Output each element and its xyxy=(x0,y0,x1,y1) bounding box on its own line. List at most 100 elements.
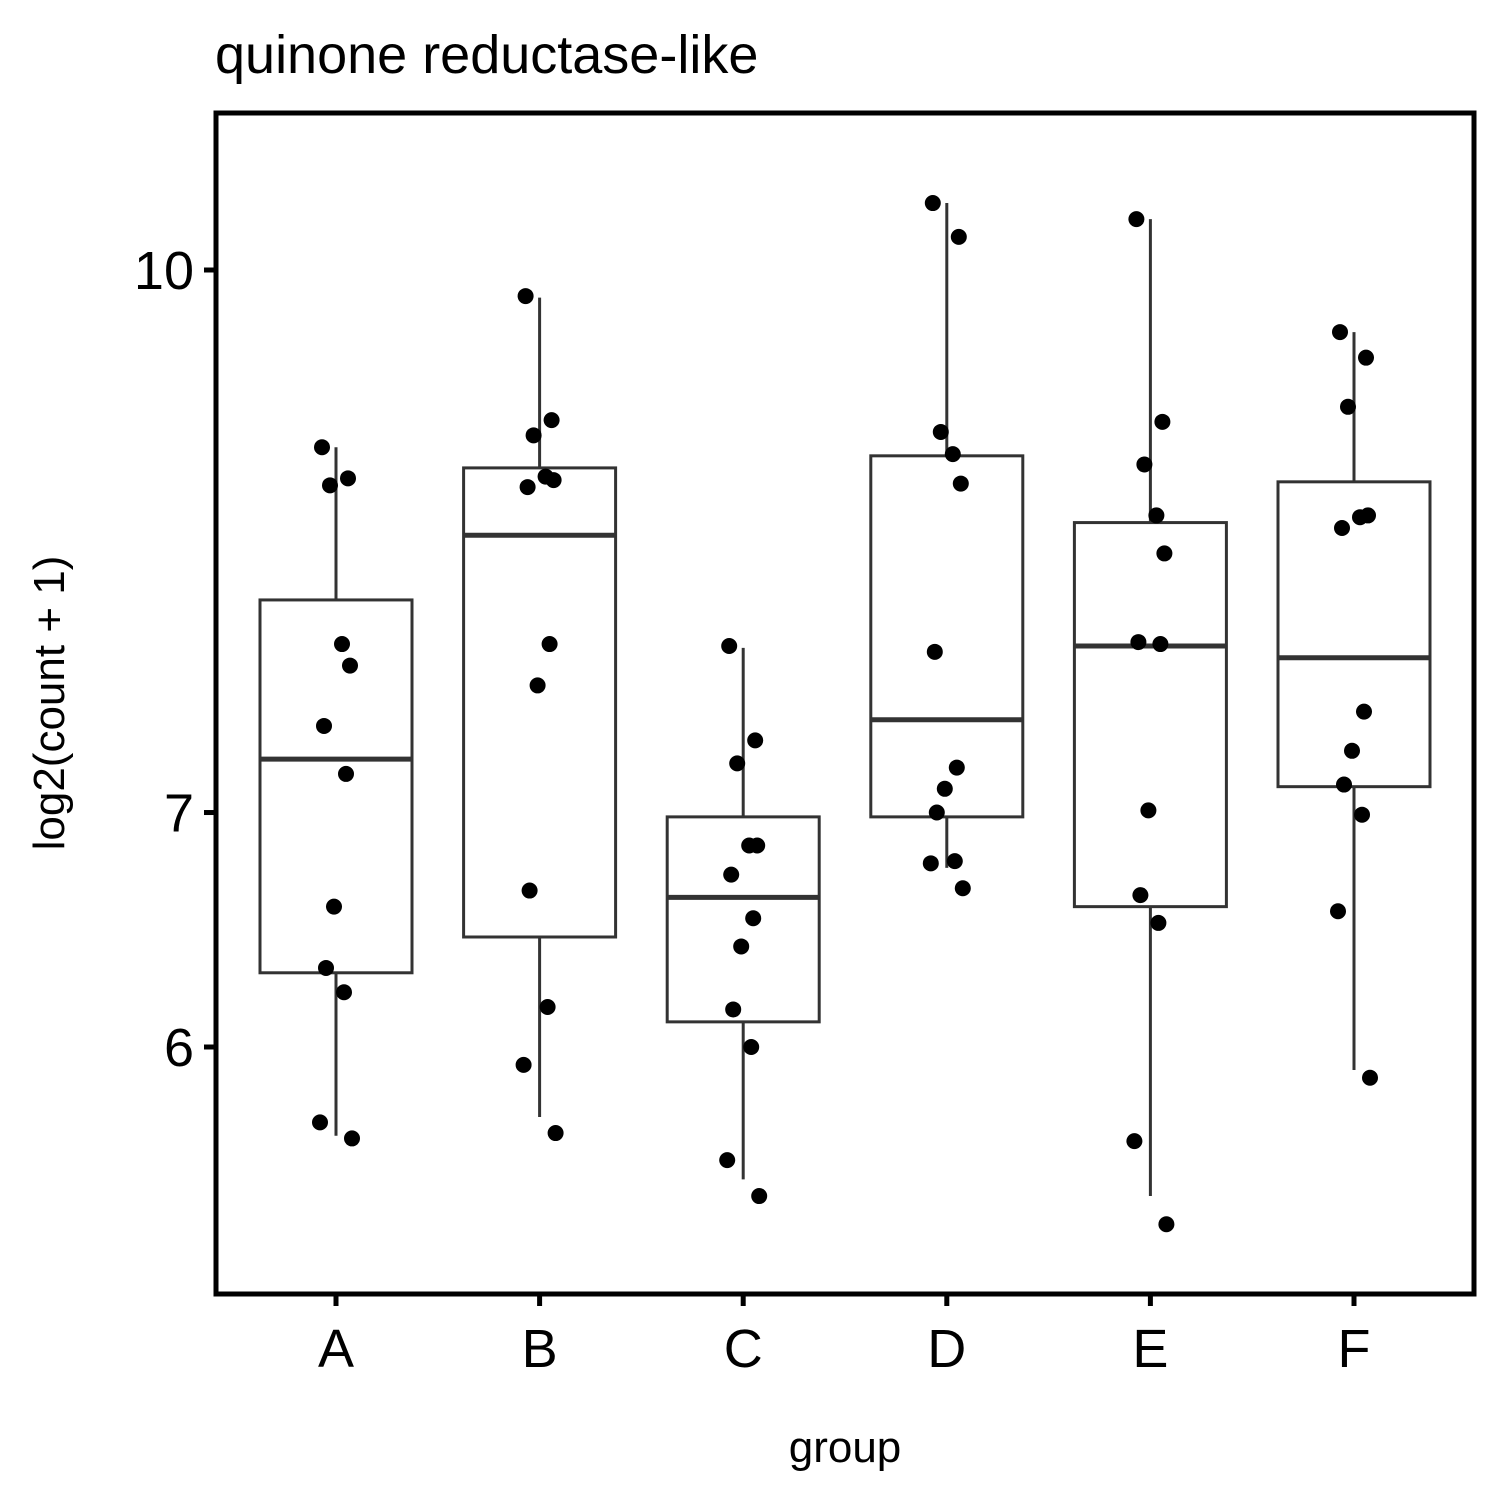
data-point xyxy=(547,1125,564,1142)
data-point xyxy=(314,439,330,456)
iqr-box xyxy=(1072,521,1228,909)
data-point xyxy=(517,288,534,305)
y-axis: 6 7 10 xyxy=(134,241,216,1078)
data-point xyxy=(950,228,967,245)
data-point xyxy=(926,643,943,660)
data-point xyxy=(1150,914,1167,931)
data-point xyxy=(1132,887,1149,904)
y-axis-title: log2(count + 1) xyxy=(25,556,74,851)
data-point xyxy=(1356,703,1372,720)
data-point xyxy=(1360,507,1376,524)
data-point xyxy=(521,882,538,899)
data-point xyxy=(515,1056,532,1073)
data-point xyxy=(543,412,560,429)
points-group-a xyxy=(312,439,360,1147)
data-point xyxy=(529,677,546,694)
iqr-box xyxy=(462,466,618,939)
x-tick-label: B xyxy=(522,1319,558,1379)
data-point xyxy=(344,1130,360,1147)
data-point xyxy=(922,855,939,872)
data-point xyxy=(318,959,334,976)
data-point xyxy=(751,1188,768,1205)
data-point xyxy=(545,472,562,489)
data-point xyxy=(1332,324,1348,341)
box-group-b xyxy=(462,297,618,1118)
points-group-f xyxy=(1330,324,1378,1086)
data-point xyxy=(749,837,766,854)
data-point xyxy=(1136,456,1153,473)
points-group-d xyxy=(922,195,971,897)
data-point xyxy=(719,1152,736,1169)
data-point xyxy=(1126,1133,1143,1150)
y-tick-label: 10 xyxy=(134,241,194,301)
data-point xyxy=(948,759,965,776)
box-group-c xyxy=(665,647,821,1180)
data-point xyxy=(334,636,350,653)
y-tick-label: 6 xyxy=(164,1018,194,1078)
data-point xyxy=(1128,211,1145,228)
data-point xyxy=(936,780,953,797)
data-point xyxy=(1154,413,1171,430)
y-tick-label: 7 xyxy=(164,784,194,844)
data-point xyxy=(525,427,542,444)
data-point xyxy=(1148,507,1165,524)
data-point xyxy=(747,732,764,749)
data-point xyxy=(1336,776,1352,793)
data-point xyxy=(924,195,941,212)
data-point xyxy=(340,470,356,487)
data-point xyxy=(1158,1216,1175,1233)
data-point xyxy=(952,475,969,492)
data-point xyxy=(1330,903,1346,920)
iqr-box xyxy=(258,598,414,975)
data-point xyxy=(519,479,536,496)
x-tick-label: C xyxy=(724,1319,763,1379)
data-point xyxy=(1340,398,1356,415)
data-point xyxy=(1354,806,1370,823)
data-point xyxy=(743,1039,760,1055)
data-point xyxy=(1358,349,1374,366)
data-point xyxy=(342,657,358,674)
data-point xyxy=(322,477,338,494)
data-point xyxy=(745,910,762,927)
x-axis-title: group xyxy=(789,1423,902,1472)
data-point xyxy=(336,984,352,1001)
data-point xyxy=(539,998,556,1015)
data-point xyxy=(338,765,354,782)
points-group-b xyxy=(515,288,564,1142)
iqr-box xyxy=(1276,480,1432,789)
points-group-c xyxy=(719,637,768,1205)
data-point xyxy=(1152,636,1169,653)
iqr-box xyxy=(869,454,1025,819)
data-point xyxy=(729,755,746,772)
chart-title: quinone reductase-like xyxy=(215,25,758,85)
points-group-e xyxy=(1126,211,1175,1233)
box-group-e xyxy=(1072,219,1228,1197)
data-point xyxy=(733,938,750,955)
data-point xyxy=(1344,742,1360,759)
x-tick-label: D xyxy=(927,1319,966,1379)
x-tick-label: E xyxy=(1132,1319,1168,1379)
data-point xyxy=(946,853,963,870)
data-point xyxy=(725,1001,742,1018)
data-point xyxy=(1362,1069,1378,1086)
data-point xyxy=(541,636,558,653)
data-point xyxy=(1334,519,1350,536)
data-point xyxy=(326,898,342,915)
panel-border xyxy=(213,110,1477,1297)
data-point xyxy=(721,637,738,654)
x-axis: A B C D E F xyxy=(318,1294,1371,1379)
box-group-d xyxy=(869,203,1025,868)
data-point xyxy=(928,804,945,821)
data-point xyxy=(316,717,332,734)
x-tick-label: F xyxy=(1338,1319,1371,1379)
plot-content xyxy=(258,195,1432,1233)
data-point xyxy=(312,1114,328,1131)
data-point xyxy=(954,880,971,897)
data-point xyxy=(944,446,961,463)
data-point xyxy=(1140,802,1157,819)
data-point xyxy=(1156,545,1173,562)
data-point xyxy=(1130,634,1147,651)
box-group-f xyxy=(1276,332,1432,1070)
iqr-box xyxy=(665,815,821,1024)
